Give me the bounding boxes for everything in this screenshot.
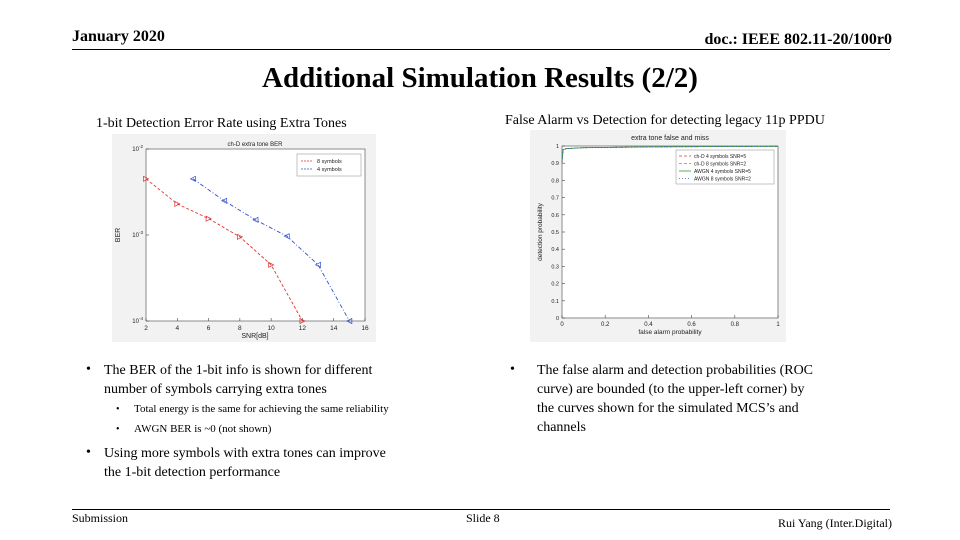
ber-point (252, 216, 259, 223)
ber-point (314, 261, 321, 268)
roc-y-tick-label: 0.6 (551, 213, 559, 219)
ber-series-line-1 (145, 178, 303, 322)
ber-y-label: BER (115, 228, 122, 242)
roc-chart: extra tone false and miss detection prob… (530, 130, 786, 342)
bullet-marker: • (86, 445, 91, 460)
right-bullet-line-4: channels (537, 420, 586, 435)
right-chart-caption: False Alarm vs Detection for detecting l… (505, 113, 825, 128)
header-doc-id: doc.: IEEE 802.11-20/100r0 (704, 31, 892, 48)
bullet-marker: • (86, 362, 91, 377)
left-chart-caption: 1-bit Detection Error Rate using Extra T… (96, 116, 347, 131)
roc-y-tick-label: 0 (556, 316, 559, 322)
roc-y-tick-label: 0.2 (551, 282, 559, 288)
slide-title: Additional Simulation Results (2/2) (262, 62, 698, 94)
roc-legend-label: AWGN 4 symbols SNR=5 (694, 169, 751, 175)
roc-y-tick-label: 0.4 (551, 247, 559, 253)
right-bullet-line-3: the curves shown for the simulated MCS’s… (537, 401, 799, 416)
ber-point (143, 175, 150, 182)
ber-point (283, 233, 290, 240)
ber-point (299, 317, 306, 325)
roc-x-tick-label: 1 (776, 322, 780, 328)
left-sub-bullet-2: AWGN BER is ~0 (not shown) (134, 423, 272, 435)
roc-y-tick-label: 0.7 (551, 196, 559, 202)
right-bullet-line-2: curve) are bounded (to the upper-left co… (537, 382, 805, 397)
ber-point (220, 197, 228, 204)
ber-x-tick-label: 10 (268, 325, 276, 332)
ber-legend-label: 8 symbols (317, 159, 342, 165)
sub-bullet-marker: • (116, 424, 120, 435)
left-bullet-2-line-1: Using more symbols with extra tones can … (104, 446, 386, 461)
left-bullet-1-line-1: The BER of the 1-bit info is shown for d… (104, 363, 373, 378)
ber-point (237, 233, 244, 240)
roc-x-tick-label: 0 (560, 322, 564, 328)
roc-y-tick-label: 1 (556, 144, 559, 150)
footer-slide-number: Slide 8 (466, 511, 500, 525)
sub-bullet-marker: • (116, 404, 120, 415)
left-bullet-2: Using more symbols with extra tones can … (104, 444, 386, 482)
ber-legend-box (296, 153, 362, 177)
ber-x-tick-label: 4 (175, 325, 179, 332)
footer-author: Rui Yang (Inter.Digital) (778, 516, 892, 530)
left-bullet-1: The BER of the 1-bit info is shown for d… (104, 361, 372, 399)
ber-x-tick-label: 14 (330, 325, 338, 332)
roc-x-tick-label: 0.6 (687, 322, 696, 328)
roc-x-tick-label: 0.4 (644, 322, 653, 328)
ber-point (268, 261, 275, 268)
ber-y-tick-label: 10-4 (132, 316, 143, 325)
bullet-marker: • (510, 362, 515, 377)
ber-y-tick-label: 10-3 (132, 230, 143, 239)
footer-rule (72, 509, 890, 510)
ber-point (189, 175, 196, 182)
left-bullet-2-line-2: the 1-bit detection performance (104, 465, 281, 480)
roc-legend-label: ch-D 4 symbols SNR=5 (694, 154, 746, 160)
ber-x-tick-label: 16 (361, 325, 369, 332)
ber-plot-area (145, 148, 366, 322)
roc-chart-title: extra tone false and miss (631, 135, 709, 142)
roc-legend-label: ch-D 8 symbols SNR=2 (694, 162, 746, 168)
ber-legend-label: 4 symbols (317, 167, 342, 173)
roc-y-tick-label: 0.1 (551, 299, 559, 305)
roc-y-tick-label: 0.9 (551, 161, 559, 167)
right-bullet-line-1: The false alarm and detection probabilit… (537, 363, 814, 378)
ber-x-tick-label: 2 (144, 325, 148, 332)
roc-y-label: detection probability (537, 202, 544, 261)
header-date: January 2020 (72, 28, 165, 45)
ber-point (174, 200, 181, 207)
roc-legend-label: AWGN 8 symbols SNR=2 (694, 177, 751, 183)
ber-chart-title: ch-D extra tone BER (227, 142, 283, 148)
roc-x-label: false alarm probability (638, 329, 702, 336)
ber-x-tick-label: 6 (207, 325, 211, 332)
right-bullet: The false alarm and detection probabilit… (537, 361, 813, 437)
left-sub-bullet-1: Total energy is the same for achieving t… (134, 403, 389, 415)
ber-x-tick-label: 12 (299, 325, 307, 332)
roc-x-tick-label: 0.8 (731, 322, 740, 328)
roc-y-tick-label: 0.3 (551, 264, 559, 270)
ber-chart: ch-D extra tone BER BER SNR[dB] 2 4 6 8 10 12… (112, 134, 376, 342)
ber-x-label: SNR[dB] (241, 333, 268, 340)
ber-point (346, 317, 353, 325)
roc-series-line-4 (561, 145, 779, 163)
ber-x-tick-label: 8 (238, 325, 242, 332)
ber-y-tick-label: 10-2 (132, 144, 143, 153)
footer-submission: Submission (72, 511, 129, 525)
roc-legend-box (675, 149, 775, 185)
roc-x-tick-label: 0.2 (601, 322, 610, 328)
roc-y-tick-label: 0.8 (551, 178, 559, 184)
header-rule (72, 49, 890, 50)
roc-y-tick-label: 0.5 (551, 230, 559, 236)
left-bullet-1-line-2: number of symbols carrying extra tones (104, 382, 327, 397)
ber-series-line-2 (192, 178, 350, 322)
ber-point (205, 215, 212, 222)
